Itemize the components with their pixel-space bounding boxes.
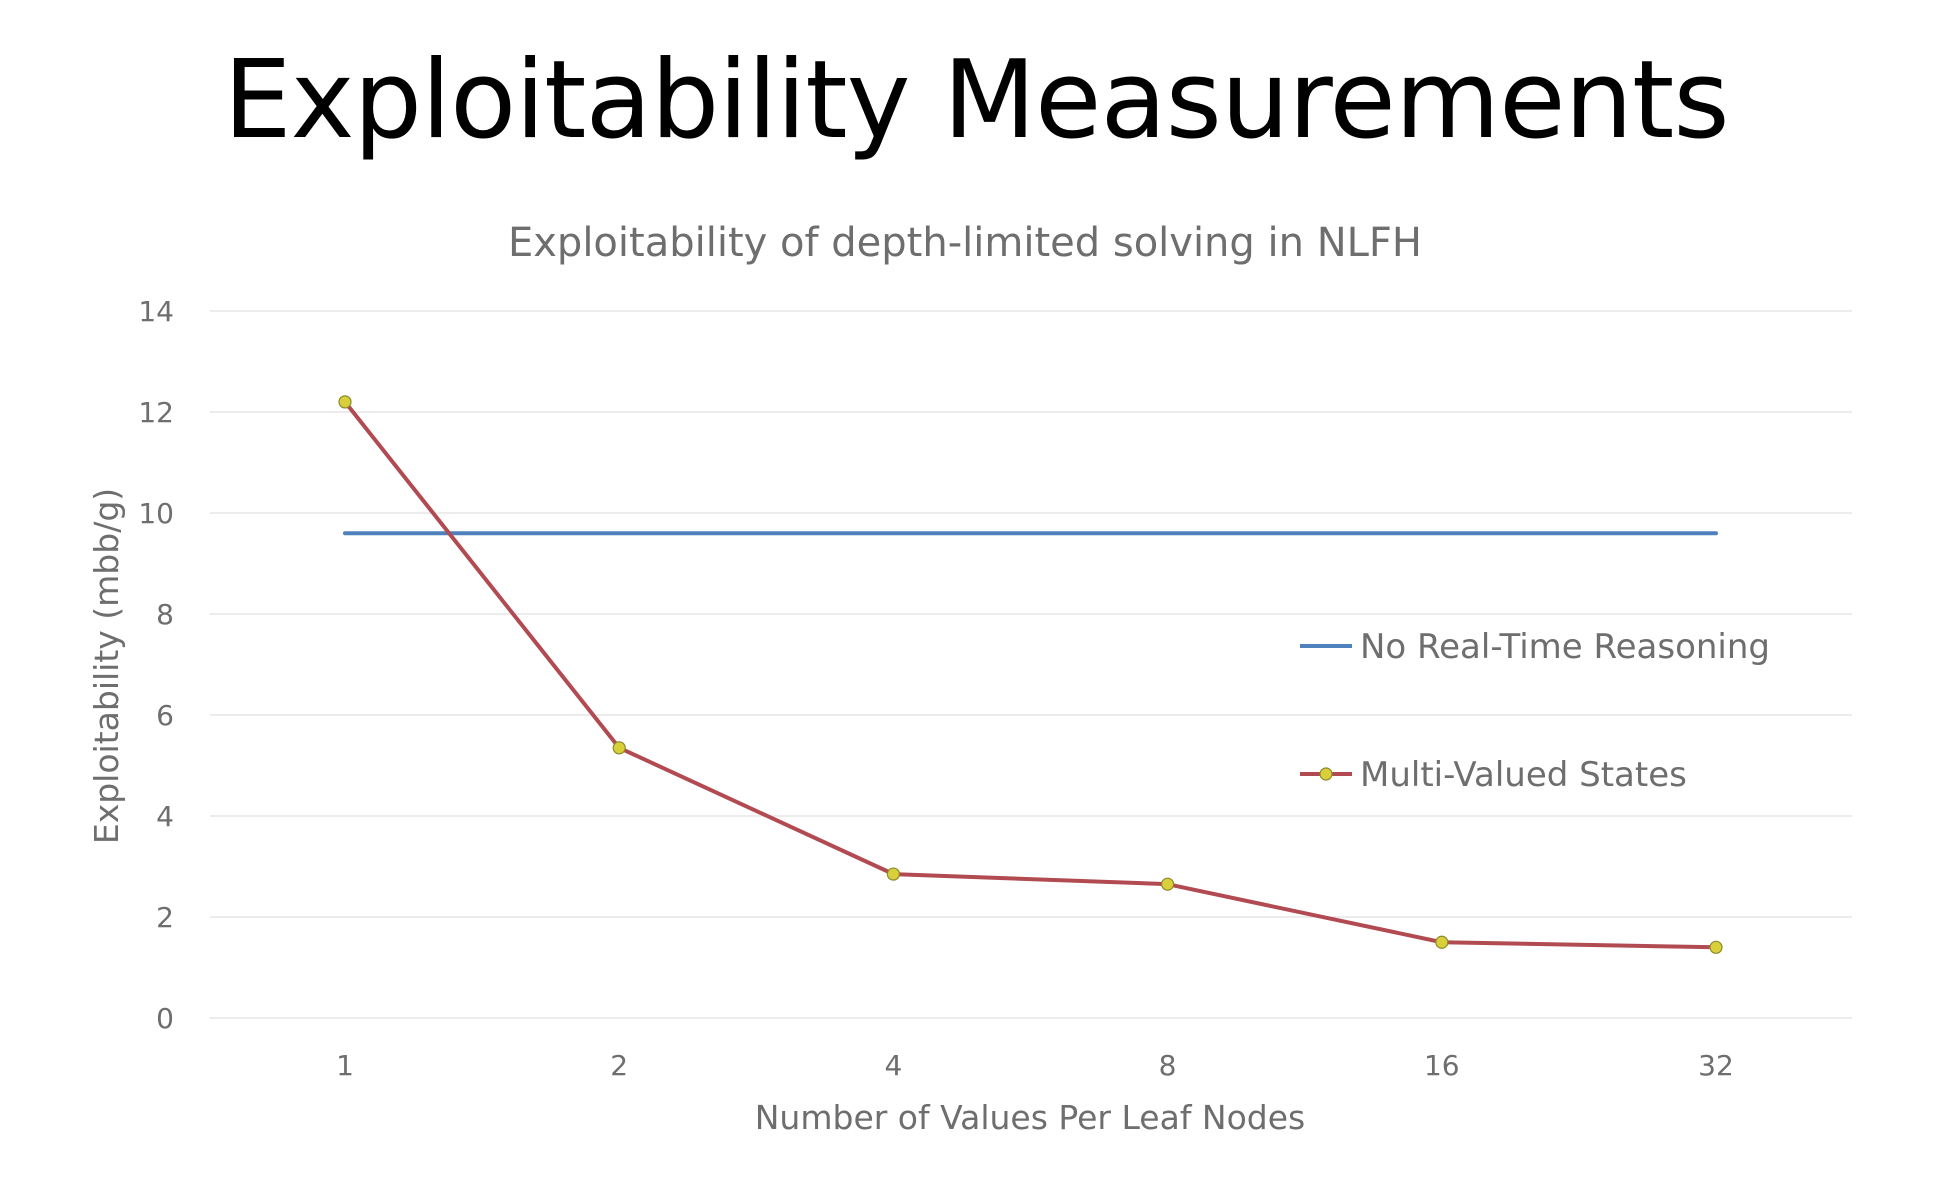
chart-legend: No Real-Time Reasoning Multi-Valued State… (1300, 627, 1770, 795)
data-point (612, 741, 626, 755)
x-tick-label: 16 (1424, 1049, 1460, 1082)
legend-label: No Real-Time Reasoning (1360, 627, 1770, 667)
y-tick-label: 4 (156, 800, 174, 833)
series-multi-valued-states (338, 395, 1723, 954)
chart-gridlines (210, 310, 1852, 1019)
y-axis-ticks: 0 2 4 6 8 10 12 14 (138, 295, 174, 1035)
y-tick-label: 2 (156, 901, 174, 934)
y-tick-label: 10 (138, 497, 174, 530)
data-point (1435, 935, 1449, 949)
chart-series (338, 395, 1723, 954)
data-point (1709, 940, 1723, 954)
y-axis-label: Exploitability (mbb/g) (87, 488, 126, 844)
data-point (338, 395, 352, 409)
x-tick-label: 2 (610, 1049, 628, 1082)
y-tick-label: 14 (138, 295, 174, 328)
x-tick-label: 8 (1159, 1049, 1177, 1082)
x-axis-ticks: 1 2 4 8 16 32 (336, 1049, 1734, 1082)
chart-title: Exploitability of depth-limited solving … (508, 220, 1422, 266)
x-tick-label: 1 (336, 1049, 354, 1082)
series-line (343, 399, 1718, 950)
data-point (886, 867, 901, 881)
y-tick-label: 12 (138, 396, 174, 429)
legend-marker (1319, 767, 1333, 781)
legend-item: Multi-Valued States (1300, 755, 1687, 795)
x-tick-label: 32 (1698, 1049, 1734, 1082)
legend-label: Multi-Valued States (1360, 755, 1687, 795)
legend-item: No Real-Time Reasoning (1300, 627, 1770, 667)
slide-title: Exploitability Measurements (223, 38, 1729, 163)
y-tick-label: 6 (156, 699, 174, 732)
x-tick-label: 4 (884, 1049, 902, 1082)
y-tick-label: 8 (156, 598, 174, 631)
y-tick-label: 0 (156, 1002, 174, 1035)
x-axis-label: Number of Values Per Leaf Nodes (755, 1098, 1306, 1137)
data-point (1160, 877, 1175, 891)
